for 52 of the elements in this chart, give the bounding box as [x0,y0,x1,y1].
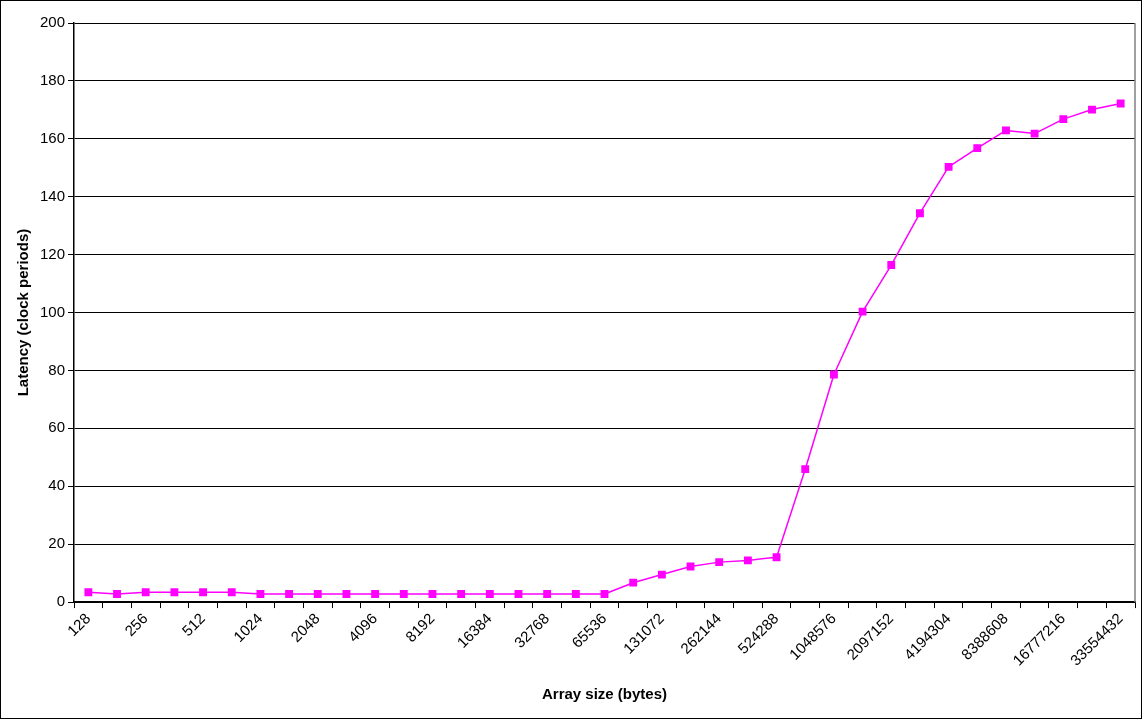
x-tick-label: 128 [63,609,94,640]
y-tick-label: 0 [56,592,66,610]
point [944,162,953,171]
point [84,588,93,597]
point [1088,105,1096,114]
point [113,590,121,598]
point [543,590,552,598]
y-tick-label: 180 [40,71,66,89]
point [772,553,781,562]
point [141,588,150,597]
point [199,588,207,597]
point [371,590,380,598]
y-axis-title: Latency (clock periods) [14,228,32,397]
y-tick-label: 100 [40,302,66,320]
point [657,570,666,579]
x-axis-title: Array size (bytes) [541,685,668,703]
point [313,590,322,598]
point [428,590,437,598]
point [571,590,580,598]
point [256,590,265,598]
point [1059,115,1068,124]
y-tick-label: 80 [48,360,66,378]
point [829,370,838,379]
point [342,590,351,598]
point [743,556,752,565]
point [715,558,724,567]
x-tick-label: 256 [121,609,151,640]
y-tick-label: 40 [48,476,66,494]
point [457,590,466,598]
point [1002,126,1010,135]
point [514,590,523,598]
point [858,307,867,316]
point [399,590,408,598]
point [285,590,294,598]
y-tick-label: 120 [40,244,66,262]
y-tick-label: 160 [40,128,66,146]
x-tick-label: 512 [178,609,209,640]
point [916,209,924,218]
y-tick-label: 60 [48,418,66,436]
point [1030,129,1039,138]
point [629,578,638,587]
point [973,144,982,153]
y-tick-label: 200 [40,13,66,31]
y-tick-label: 140 [40,186,66,204]
y-tick-label: 20 [48,534,66,552]
point [227,588,236,597]
point [170,588,179,597]
point [485,590,494,598]
point [1116,99,1125,108]
point [600,590,609,598]
point [801,465,810,474]
point [887,261,896,269]
